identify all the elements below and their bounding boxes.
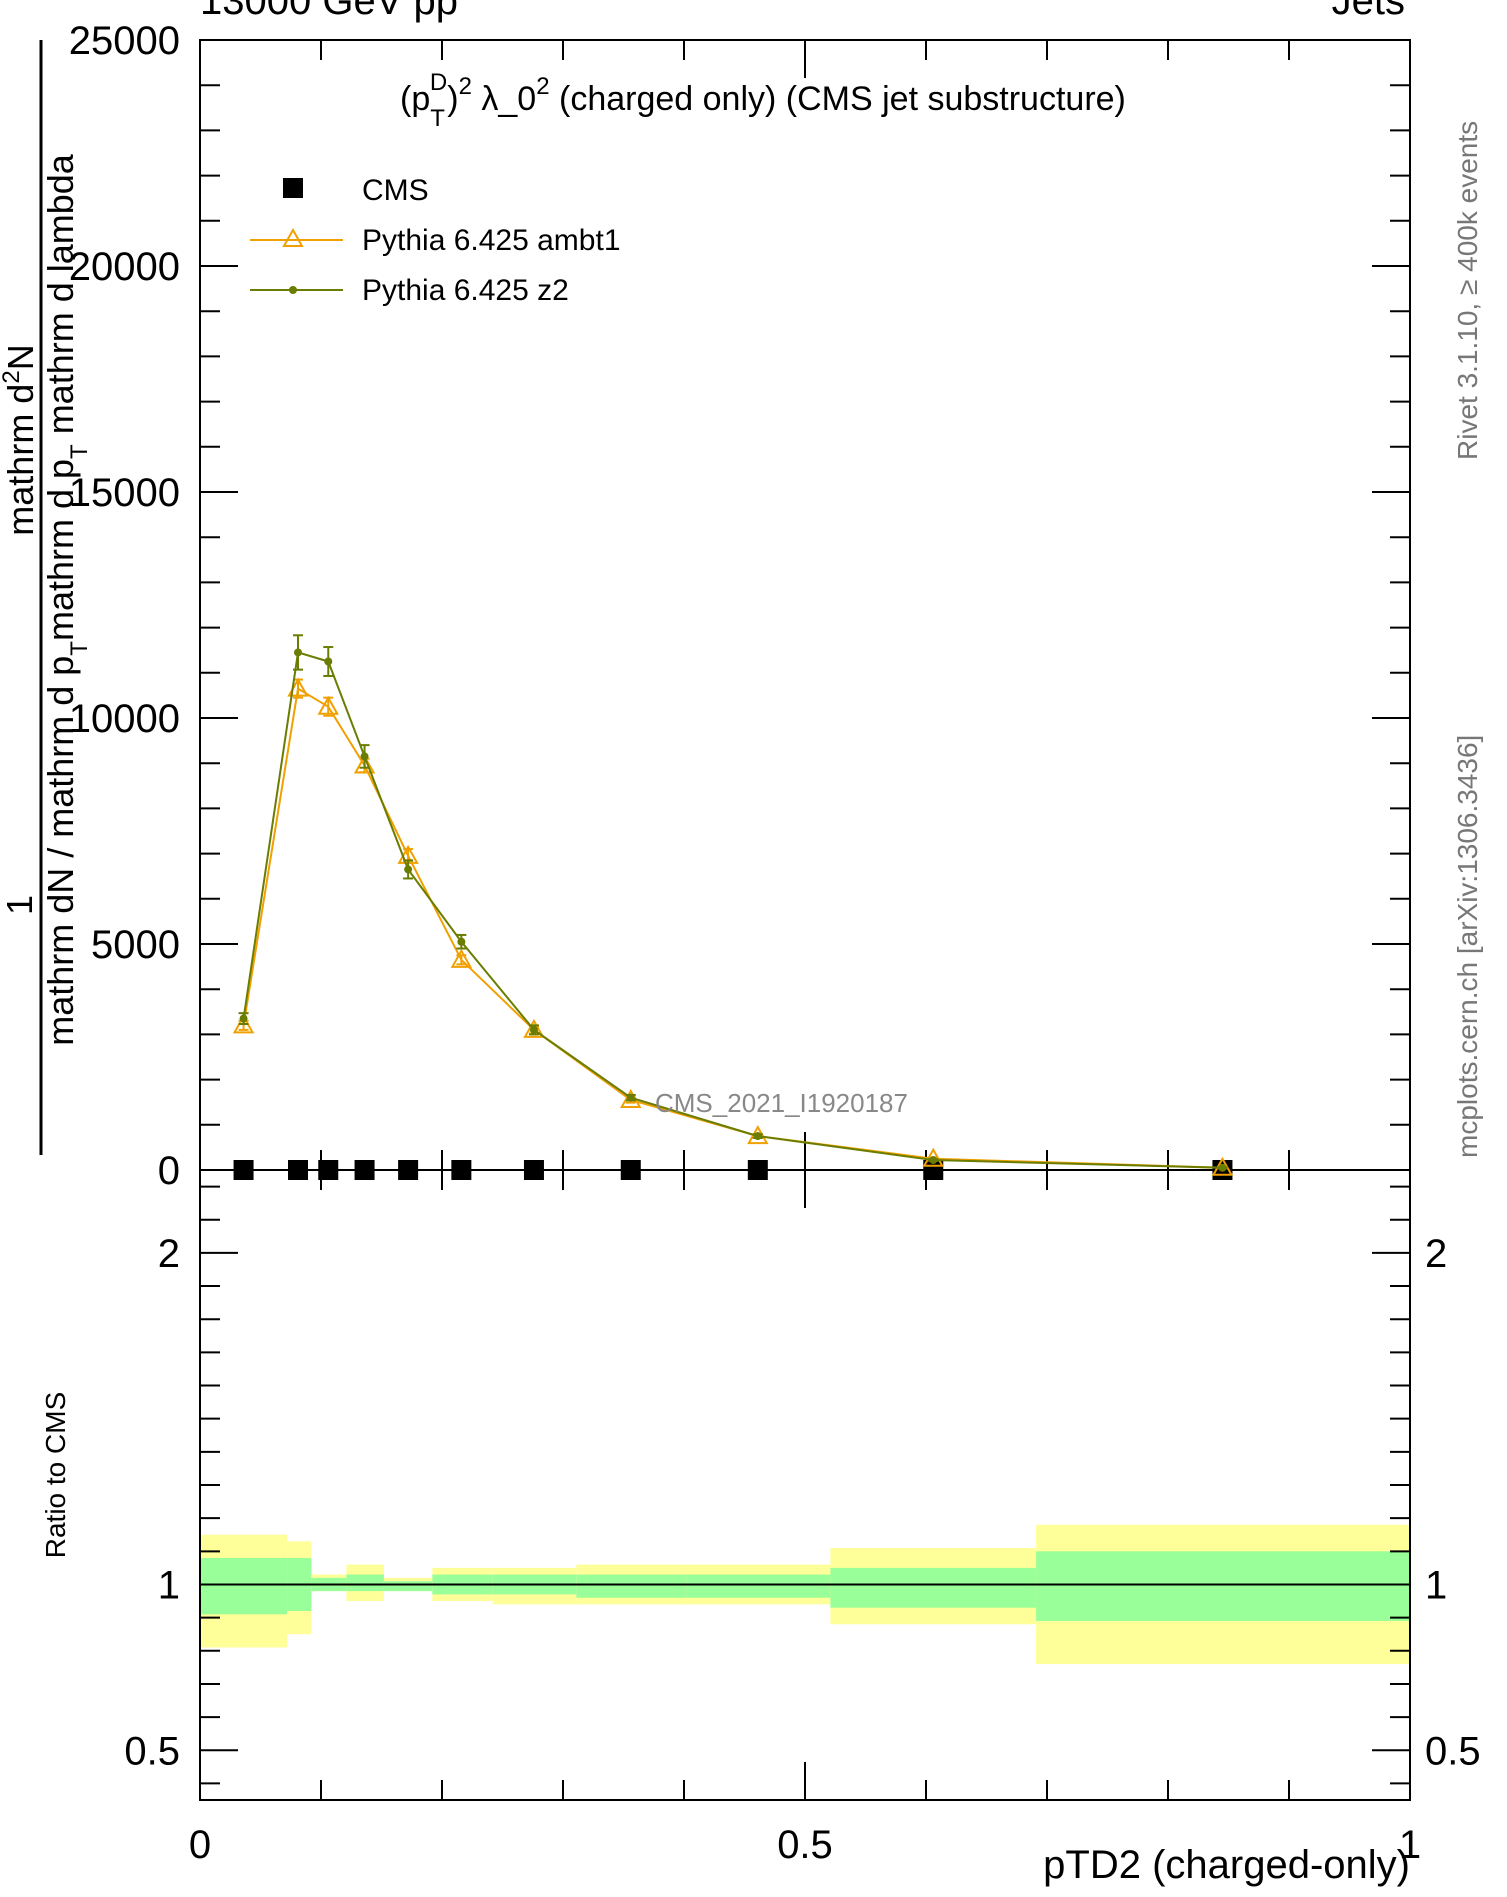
y-axis-label-main: 1 mathrm d2N mathrm dN / mathrm d pTmath… — [0, 40, 93, 1155]
plot-title-part: λ_0 — [472, 80, 536, 118]
data-point-z2 — [529, 1025, 538, 1034]
data-point-z2 — [1218, 1163, 1227, 1172]
y-tick-label-main: 5000 — [91, 923, 180, 967]
ratio-band-inner — [346, 1574, 384, 1592]
plot-title-part: (charged only) (CMS jet substructure) — [550, 80, 1126, 118]
rivet-label: Rivet 3.1.10, ≥ 400k events — [1452, 121, 1483, 460]
y-label-den-part: mathrm dN / mathrm d p — [40, 656, 81, 1046]
legend-marker-z2 — [289, 286, 297, 294]
ratio-band-inner — [576, 1574, 687, 1598]
header-energy: 13000 GeV pp — [200, 0, 458, 23]
data-point-z2 — [929, 1156, 938, 1165]
data-point-z2 — [753, 1132, 762, 1141]
plot-title-sub: T — [430, 105, 445, 132]
data-point-z2 — [626, 1093, 635, 1102]
plot-title-sup: 2 — [459, 73, 472, 100]
y-label-num-part: mathrm d — [0, 384, 41, 536]
legend-marker-cms — [283, 178, 303, 198]
mcplots-label: mcplots.cern.ch [arXiv:1306.3436] — [1452, 735, 1483, 1158]
plot-title-part: (p — [400, 80, 430, 118]
header-jets: Jets — [1332, 0, 1405, 23]
x-axis-label: pTD2 (charged-only) — [1043, 1843, 1410, 1887]
data-point-z2 — [294, 648, 303, 657]
data-point-ambt1 — [922, 1147, 944, 1167]
plot-title: (pTD)2 λ_02 (charged only) (CMS jet subs… — [400, 69, 1126, 132]
y-tick-label-ratio-right: 0.5 — [1425, 1729, 1481, 1773]
y-tick-label-main: 15000 — [69, 471, 180, 515]
data-point-z2 — [324, 657, 333, 666]
main-plot-frame: 0 5000 10000 15000 20000 25000 — [69, 19, 1411, 1193]
y-tick-label-main: 20000 — [69, 245, 180, 289]
y-label-den-part: mathrm d p — [40, 459, 81, 641]
x-tick-label: 0 — [189, 1823, 211, 1867]
y-tick-label-ratio-right: 1 — [1425, 1563, 1447, 1607]
legend-marker-ambt1 — [282, 227, 304, 247]
data-point-ambt1 — [523, 1018, 545, 1038]
ratio-plot-frame: 0 0.5 1 0.5 0.5 1 1 2 2 — [124, 1169, 1481, 1867]
y-label-num-sup: 2 — [0, 370, 25, 383]
y-tick-label-ratio: 2 — [158, 1232, 180, 1276]
analysis-label: CMS_2021_I1920187 — [655, 1088, 908, 1118]
ratio-band-inner — [1036, 1551, 1410, 1621]
data-point-z2 — [239, 1014, 248, 1023]
main-plot-border — [199, 39, 1411, 1171]
ratio-plot-border — [199, 1169, 1411, 1801]
data-point-ambt1 — [353, 754, 376, 774]
y-tick-label-ratio: 1 — [158, 1563, 180, 1607]
plot-title-sup: D — [430, 69, 447, 96]
data-point-cms — [620, 1160, 641, 1180]
ratio-band-inner — [830, 1567, 1037, 1608]
y-label-denominator: mathrm dN / mathrm d pTmathrm d pT mathr… — [40, 153, 93, 1046]
y-label-den-part: mathrm d lambda — [40, 153, 81, 444]
y-tick-label-main: 10000 — [69, 697, 180, 741]
legend-label-z2: Pythia 6.425 z2 — [362, 274, 569, 307]
data-point-cms — [318, 1160, 339, 1180]
data-point-cms — [398, 1160, 419, 1180]
legend-label-ambt1: Pythia 6.425 ambt1 — [362, 224, 621, 257]
y-tick-label-main: 25000 — [69, 19, 180, 63]
data-point-z2 — [360, 752, 369, 761]
legend-label-cms: CMS — [362, 174, 429, 207]
y-tick-label-main: 0 — [158, 1149, 180, 1193]
data-point-cms — [747, 1160, 768, 1180]
data-point-z2 — [457, 937, 466, 946]
y-label-num-end: N — [0, 344, 41, 370]
data-point-z2 — [404, 865, 413, 874]
y-tick-label-ratio-right: 2 — [1425, 1232, 1447, 1276]
y-label-den-sub: T — [66, 444, 93, 459]
legend: CMS Pythia 6.425 ambt1 Pythia 6.425 z2 — [250, 174, 621, 307]
ratio-band-inner — [383, 1581, 433, 1592]
data-point-cms — [451, 1160, 472, 1180]
ratio-band-inner — [686, 1574, 831, 1598]
data-point-ambt1 — [317, 695, 339, 715]
ratio-band-inner — [200, 1557, 288, 1615]
plot-title-sup: 2 — [536, 73, 549, 100]
main-plot-series — [232, 634, 1234, 1180]
y-axis-label-ratio: Ratio to CMS — [40, 1392, 71, 1559]
ratio-bands — [200, 1524, 1410, 1665]
x-tick-label: 1 — [1399, 1823, 1421, 1867]
y-label-den-sub: T — [66, 641, 93, 656]
data-point-ambt1 — [450, 948, 473, 968]
y-tick-label-ratio: 0.5 — [124, 1729, 180, 1773]
x-tick-label: 0.5 — [777, 1823, 833, 1867]
plot-title-part: ) — [447, 80, 458, 118]
y-label-numerator: mathrm d2N — [0, 344, 41, 535]
y-label-one: 1 — [0, 895, 40, 915]
data-point-cms — [288, 1160, 309, 1180]
data-point-cms — [233, 1160, 254, 1180]
data-point-cms — [354, 1160, 375, 1180]
data-point-cms — [523, 1160, 544, 1180]
